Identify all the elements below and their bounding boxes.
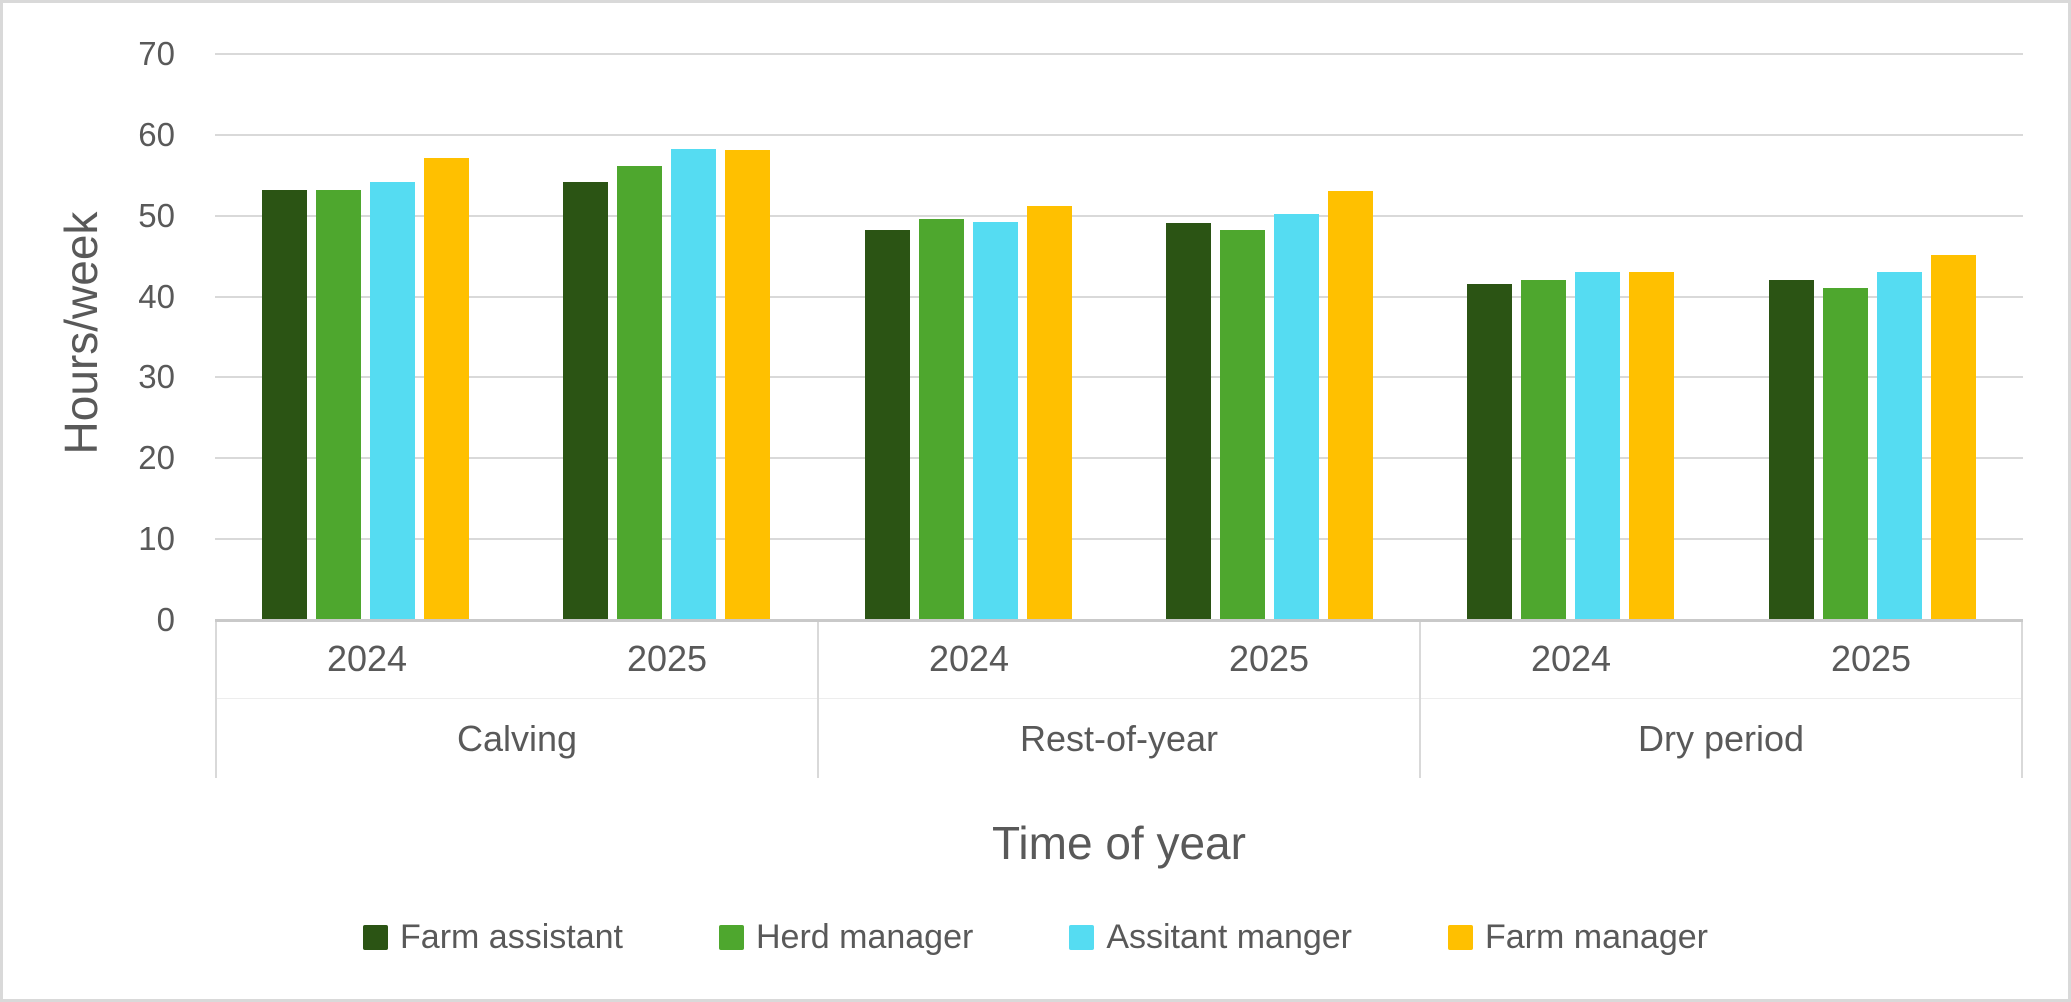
category-slot-rest-of-year-2025 xyxy=(1119,54,1420,620)
plot-area xyxy=(215,53,2023,622)
y-tick-label-70: 70 xyxy=(138,35,175,72)
bar-assitant-manger-rest-of-year-2024 xyxy=(972,222,1018,620)
bar-assitant-manger-calving-2024 xyxy=(370,181,416,620)
bar-farm-manager-calving-2025 xyxy=(725,150,771,620)
axis-label-calving-2025: 2025 xyxy=(626,638,708,679)
bar-farm-manager-dry-period-2025 xyxy=(1930,255,1976,620)
axis-year-row-rest-of-year: 2024 2025 xyxy=(819,620,1419,699)
axis-group-calving: 2024 2025 Calving xyxy=(215,620,817,778)
legend: Farm assistant Herd manager Assitant mange… xyxy=(3,911,2068,963)
bar-farm-assistant-rest-of-year-2025 xyxy=(1166,223,1212,620)
axis-label-calving-2024: 2024 xyxy=(326,638,408,679)
axis-group-label-rest-of-year: Rest-of-year xyxy=(1019,717,1219,759)
legend-label-assitant-manger: Assitant manger xyxy=(1106,917,1352,956)
axis-label-rest-of-year-2024: 2024 xyxy=(928,638,1010,679)
category-slot-rest-of-year-2024 xyxy=(818,54,1119,620)
legend-swatch-farm-assistant xyxy=(363,924,389,950)
y-tick-label-10: 10 xyxy=(138,520,175,558)
y-tick-label-20: 20 xyxy=(138,439,175,477)
x-axis-line xyxy=(215,619,2023,622)
legend-item-farm-manager: Farm manager xyxy=(1448,918,1708,957)
gridline-60 xyxy=(215,133,2023,136)
axis-year-row-dry-period: 2024 2025 xyxy=(1421,620,2021,699)
axis-group-label-calving: Calving xyxy=(456,717,578,759)
legend-swatch-herd-manager xyxy=(718,924,744,950)
x-axis-table: 2024 2025 Calving 2024 2025 Rest-of-year 2024 2… xyxy=(215,620,2023,778)
bar-farm-manager-calving-2024 xyxy=(424,158,470,620)
axis-label-rest-of-year-2025: 2025 xyxy=(1228,638,1310,679)
bar-assitant-manger-dry-period-2024 xyxy=(1575,271,1621,620)
x-axis-title: Time of year xyxy=(992,817,1246,869)
bar-farm-assistant-dry-period-2024 xyxy=(1467,283,1513,620)
category-slot-dry-period-2025 xyxy=(1722,54,2023,620)
axis-group-rest-of-year: 2024 2025 Rest-of-year xyxy=(817,620,1419,778)
axis-group-label-dry-period: Dry period xyxy=(1637,717,1805,759)
y-axis-tick-labels: 70 60 50 40 30 20 10 0 xyxy=(3,35,175,638)
bar-farm-manager-rest-of-year-2025 xyxy=(1328,191,1374,620)
gridline-10 xyxy=(215,538,2023,541)
bar-farm-assistant-rest-of-year-2024 xyxy=(864,230,910,620)
category-slot-dry-period-2024 xyxy=(1420,54,1721,620)
bar-farm-manager-dry-period-2024 xyxy=(1629,271,1675,620)
gridline-20 xyxy=(215,457,2023,460)
axis-group-dry-period: 2024 2025 Dry period xyxy=(1419,620,2023,778)
legend-item-farm-assistant: Farm assistant xyxy=(363,918,623,957)
gridline-40 xyxy=(215,295,2023,298)
y-tick-label-0: 0 xyxy=(156,601,175,638)
bar-farm-assistant-calving-2024 xyxy=(262,189,308,620)
bar-farm-manager-rest-of-year-2024 xyxy=(1026,206,1072,620)
legend-item-assitant-manger: Assitant manger xyxy=(1069,918,1352,957)
category-slot-calving-2024 xyxy=(215,54,516,620)
axis-label-dry-period-2024: 2024 xyxy=(1530,638,1612,679)
legend-label-farm-assistant: Farm assistant xyxy=(400,917,623,956)
bar-herd-manager-dry-period-2024 xyxy=(1521,279,1567,620)
legend-swatch-assitant-manger xyxy=(1069,924,1095,950)
bar-herd-manager-dry-period-2025 xyxy=(1822,287,1868,620)
category-slot-calving-2025 xyxy=(516,54,817,620)
y-tick-label-40: 40 xyxy=(138,277,175,315)
bar-herd-manager-calving-2025 xyxy=(617,166,663,620)
bar-herd-manager-rest-of-year-2024 xyxy=(918,218,964,620)
gridline-70 xyxy=(215,53,2023,55)
legend-label-herd-manager: Herd manager xyxy=(755,917,974,956)
y-tick-label-50: 50 xyxy=(138,196,175,234)
legend-item-herd-manager: Herd manager xyxy=(718,917,974,957)
legend-label-farm-manager: Farm manager xyxy=(1485,917,1708,956)
y-tick-label-30: 30 xyxy=(138,358,175,396)
gridline-50 xyxy=(215,214,2023,217)
bar-assitant-manger-calving-2025 xyxy=(671,149,717,620)
bar-assitant-manger-dry-period-2025 xyxy=(1876,271,1922,620)
bar-farm-assistant-calving-2025 xyxy=(563,181,609,620)
y-tick-label-60: 60 xyxy=(138,115,175,153)
bar-assitant-manger-rest-of-year-2025 xyxy=(1274,214,1320,620)
axis-year-row-calving: 2024 2025 xyxy=(217,620,817,699)
bar-farm-assistant-dry-period-2025 xyxy=(1768,279,1814,620)
gridline-30 xyxy=(215,376,2023,379)
bar-herd-manager-calving-2024 xyxy=(316,189,362,620)
bar-herd-manager-rest-of-year-2025 xyxy=(1220,230,1266,620)
axis-label-dry-period-2025: 2025 xyxy=(1830,638,1912,679)
legend-swatch-farm-manager xyxy=(1448,924,1473,950)
